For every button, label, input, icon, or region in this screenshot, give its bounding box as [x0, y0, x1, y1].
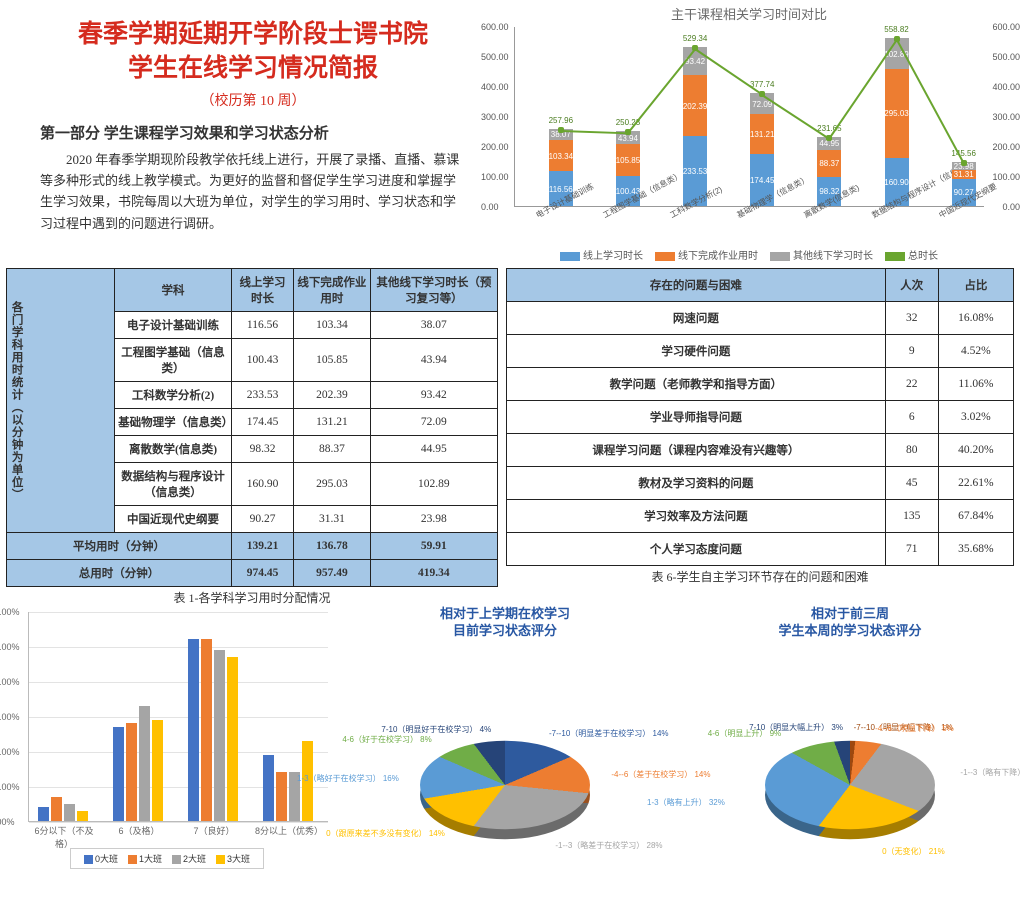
chart1-legend: 线上学习时长线下完成作业用时其他线下学习时长总时长 — [480, 247, 1018, 262]
table1: 各门学科用时统计（以分钟为单位）学科线上学习时长线下完成作业用时其他线下学习时长… — [6, 268, 498, 587]
bar2-legend: 0大班1大班2大班3大班 — [70, 848, 264, 869]
pie-chart-1: 相对于上学期在校学习目前学习状态评分 -7--10（明显差于在校学习） 14%-… — [330, 602, 680, 908]
intro-paragraph: 2020 年春季学期现阶段教学依托线上进行，开展了录播、直播、慕课等多种形式的线… — [40, 149, 466, 235]
chart1-title: 主干课程相关学习时间对比 — [480, 4, 1018, 23]
table2: 存在的问题与困难人次占比网速问题3216.08%学习硬件问题94.52%教学问题… — [506, 268, 1014, 566]
subtitle: （校历第 10 周） — [40, 90, 466, 110]
table1-block: 各门学科用时统计（以分钟为单位）学科线上学习时长线下完成作业用时其他线下学习时长… — [0, 268, 502, 598]
table2-caption: 表 6-学生自主学习环节存在的问题和困难 — [506, 568, 1014, 585]
header-block: 春季学期延期开学阶段士谔书院 学生在线学习情况简报 （校历第 10 周） 第一部… — [0, 0, 480, 268]
table2-block: 存在的问题与困难人次占比网速问题3216.08%学习硬件问题94.52%教学问题… — [502, 268, 1024, 598]
main-title: 春季学期延期开学阶段士谔书院 学生在线学习情况简报 — [40, 18, 466, 86]
bar-chart-2: 0.00%10.00%20.00%30.00%40.00%50.00%60.00… — [0, 602, 330, 908]
line-chart: 主干课程相关学习时间对比 0.000.00100.00100.00200.002… — [480, 0, 1024, 268]
pie-chart-2: 相对于前三周学生本周的学习状态评分 -7--10（明显大幅下降） 1%-4--6… — [680, 602, 1020, 908]
section-head: 第一部分 学生课程学习效果和学习状态分析 — [40, 122, 466, 143]
